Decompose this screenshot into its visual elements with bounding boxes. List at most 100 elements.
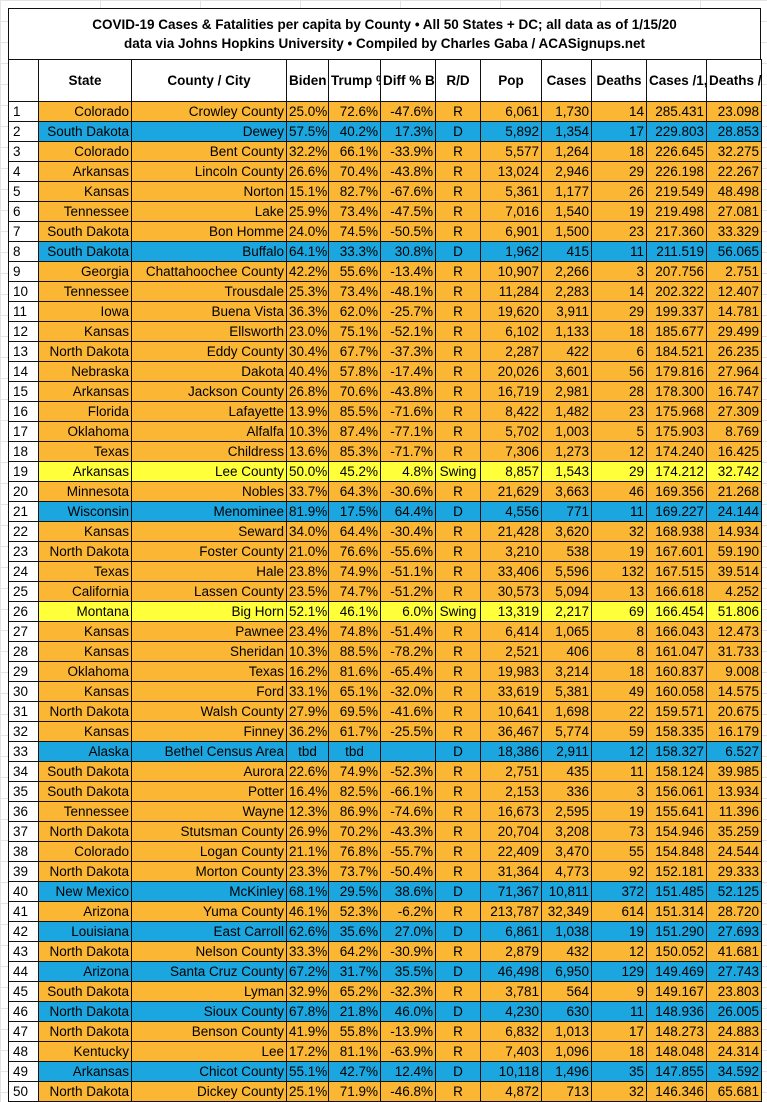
cell-rank[interactable]: 22	[8, 521, 39, 542]
cell-biden-pct[interactable]: tbd	[286, 741, 329, 762]
cell-trump-pct[interactable]: 73.4%	[328, 281, 381, 302]
cell-deaths[interactable]: 55	[591, 841, 647, 862]
cell-county[interactable]: Nelson County	[131, 941, 287, 962]
cell-trump-pct[interactable]: 67.7%	[328, 341, 381, 362]
cell-diff-pct[interactable]: 30.8%	[380, 241, 436, 262]
cell-deaths[interactable]: 11	[591, 761, 647, 782]
column-header-trump-pct[interactable]: Trump %	[328, 59, 381, 102]
cell-biden-pct[interactable]: 21.1%	[286, 841, 329, 862]
cell-county[interactable]: East Carroll	[131, 921, 287, 942]
cell-deaths[interactable]: 59	[591, 721, 647, 742]
cell-biden-pct[interactable]: 23.4%	[286, 621, 329, 642]
cell-deaths-per-10000[interactable]: 24.314	[706, 1041, 762, 1062]
cell-cases[interactable]: 5,774	[541, 721, 592, 742]
cell-deaths-per-10000[interactable]: 24.144	[706, 501, 762, 522]
cell-party[interactable]: R	[435, 361, 481, 382]
cell-rank[interactable]: 32	[8, 721, 39, 742]
cell-state[interactable]: Iowa	[38, 301, 132, 322]
cell-biden-pct[interactable]: 13.6%	[286, 441, 329, 462]
cell-deaths[interactable]: 3	[591, 781, 647, 802]
cell-trump-pct[interactable]: 55.8%	[328, 1021, 381, 1042]
cell-population[interactable]: 21,428	[480, 521, 542, 542]
cell-population[interactable]: 8,422	[480, 401, 542, 422]
cell-trump-pct[interactable]: 21.8%	[328, 1001, 381, 1022]
cell-population[interactable]: 4,872	[480, 1081, 542, 1102]
cell-population[interactable]: 6,061	[480, 101, 542, 122]
cell-party[interactable]: R	[435, 381, 481, 402]
cell-deaths[interactable]: 26	[591, 181, 647, 202]
cell-deaths-per-10000[interactable]: 23.098	[706, 101, 762, 122]
cell-cases[interactable]: 1,177	[541, 181, 592, 202]
cell-county[interactable]: Buena Vista	[131, 301, 287, 322]
cell-cases[interactable]: 5,094	[541, 581, 592, 602]
cell-rank[interactable]: 20	[8, 481, 39, 502]
cell-population[interactable]: 13,024	[480, 161, 542, 182]
cell-deaths-per-10000[interactable]: 27.743	[706, 961, 762, 982]
cell-county[interactable]: McKinley	[131, 881, 287, 902]
cell-deaths-per-10000[interactable]: 59.190	[706, 541, 762, 562]
cell-state[interactable]: Nebraska	[38, 361, 132, 382]
cell-party[interactable]: R	[435, 641, 481, 662]
cell-deaths-per-10000[interactable]: 31.733	[706, 641, 762, 662]
cell-county[interactable]: Lassen County	[131, 581, 287, 602]
cell-rank[interactable]: 4	[8, 161, 39, 182]
cell-deaths[interactable]: 17	[591, 1021, 647, 1042]
cell-state[interactable]: Kansas	[38, 181, 132, 202]
cell-diff-pct[interactable]: -71.7%	[380, 441, 436, 462]
cell-diff-pct[interactable]: -50.5%	[380, 221, 436, 242]
cell-deaths-per-10000[interactable]: 65.681	[706, 1081, 762, 1102]
cell-biden-pct[interactable]: 33.3%	[286, 941, 329, 962]
cell-party[interactable]: R	[435, 401, 481, 422]
cell-diff-pct[interactable]: -51.1%	[380, 561, 436, 582]
cell-trump-pct[interactable]: 81.6%	[328, 661, 381, 682]
cell-county[interactable]: Ellsworth	[131, 321, 287, 342]
cell-party[interactable]: D	[435, 921, 481, 942]
cell-population[interactable]: 18,386	[480, 741, 542, 762]
cell-population[interactable]: 7,016	[480, 201, 542, 222]
cell-deaths-per-10000[interactable]: 28.720	[706, 901, 762, 922]
cell-biden-pct[interactable]: 34.0%	[286, 521, 329, 542]
cell-cases[interactable]: 1,496	[541, 1061, 592, 1082]
cell-deaths[interactable]: 56	[591, 361, 647, 382]
cell-deaths-per-10000[interactable]: 14.575	[706, 681, 762, 702]
cell-population[interactable]: 2,153	[480, 781, 542, 802]
cell-state[interactable]: Oklahoma	[38, 421, 132, 442]
cell-county[interactable]: Menominee	[131, 501, 287, 522]
cell-biden-pct[interactable]: 40.4%	[286, 361, 329, 382]
cell-cases[interactable]: 422	[541, 341, 592, 362]
cell-county[interactable]: Bethel Census Area	[131, 741, 287, 762]
cell-party[interactable]: R	[435, 281, 481, 302]
cell-cases[interactable]: 3,470	[541, 841, 592, 862]
cell-trump-pct[interactable]: 70.4%	[328, 161, 381, 182]
cell-deaths[interactable]: 132	[591, 561, 647, 582]
cell-population[interactable]: 6,414	[480, 621, 542, 642]
cell-county[interactable]: Dewey	[131, 121, 287, 142]
cell-biden-pct[interactable]: 23.8%	[286, 561, 329, 582]
cell-diff-pct[interactable]: -77.1%	[380, 421, 436, 442]
cell-state[interactable]: North Dakota	[38, 941, 132, 962]
cell-cases-per-1000[interactable]: 149.469	[646, 961, 707, 982]
cell-rank[interactable]: 28	[8, 641, 39, 662]
cell-cases-per-1000[interactable]: 185.677	[646, 321, 707, 342]
cell-population[interactable]: 4,230	[480, 1001, 542, 1022]
cell-rank[interactable]: 12	[8, 321, 39, 342]
cell-diff-pct[interactable]: -52.1%	[380, 321, 436, 342]
cell-population[interactable]: 19,620	[480, 301, 542, 322]
cell-biden-pct[interactable]: 10.3%	[286, 421, 329, 442]
cell-biden-pct[interactable]: 15.1%	[286, 181, 329, 202]
cell-rank[interactable]: 24	[8, 561, 39, 582]
cell-deaths-per-10000[interactable]: 24.544	[706, 841, 762, 862]
cell-rank[interactable]: 41	[8, 901, 39, 922]
cell-rank[interactable]: 21	[8, 501, 39, 522]
cell-county[interactable]: Logan County	[131, 841, 287, 862]
cell-rank[interactable]: 31	[8, 701, 39, 722]
cell-deaths[interactable]: 129	[591, 961, 647, 982]
column-header-rank[interactable]	[8, 59, 39, 102]
cell-deaths[interactable]: 19	[591, 541, 647, 562]
cell-biden-pct[interactable]: 25.9%	[286, 201, 329, 222]
cell-biden-pct[interactable]: 42.2%	[286, 261, 329, 282]
cell-diff-pct[interactable]: -78.2%	[380, 641, 436, 662]
cell-party[interactable]: R	[435, 301, 481, 322]
column-header-party[interactable]: R/D	[435, 59, 481, 102]
cell-deaths[interactable]: 372	[591, 881, 647, 902]
